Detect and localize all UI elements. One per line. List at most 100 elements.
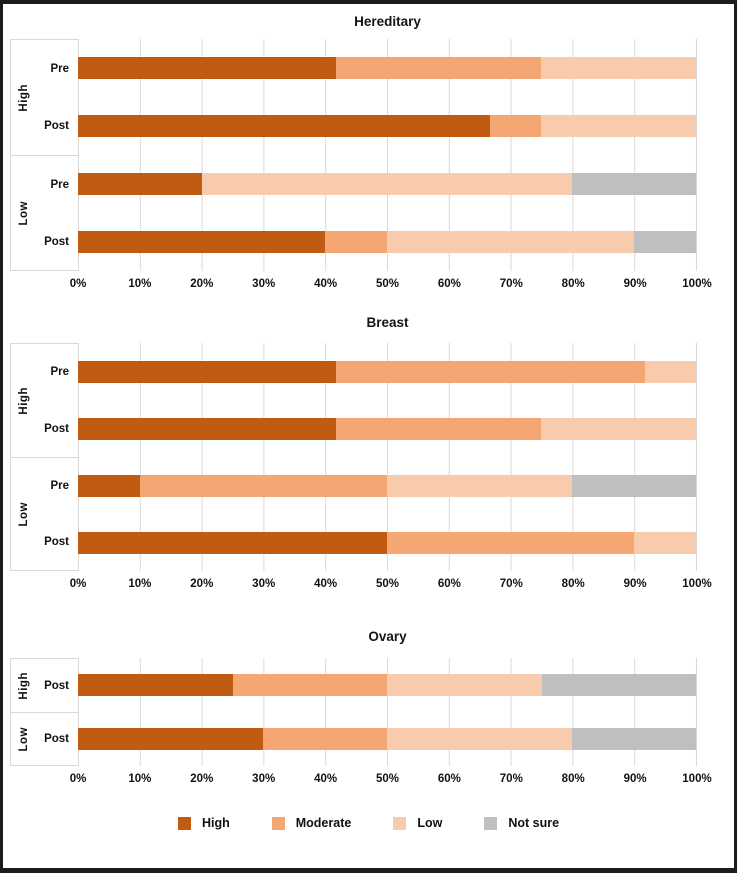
legend-item-low: Low [393,816,442,830]
group-label-text: Low [18,200,30,226]
bar-plot [78,39,697,271]
stacked-bar [78,728,696,750]
legend-label-low: Low [417,816,443,830]
stacked-bar [78,231,696,253]
group-label-text: Low [18,501,30,527]
x-tick-label: 100% [682,773,712,785]
x-tick-label: 70% [499,578,523,590]
bar-row-high-pre [78,39,696,97]
x-tick-label: 50% [375,578,400,590]
bar-segment-not-sure [572,474,696,497]
legend: High Moderate Low Not sure [3,812,734,834]
x-tick-label: 80% [561,773,585,785]
legend-item-not-sure: Not sure [484,816,559,830]
bar-segment-high [78,115,491,137]
legend-label-moderate: Moderate [295,816,352,830]
bar-row-high-pre [78,343,696,400]
x-tick-label: 0% [69,578,87,590]
group-label-text: Low [18,726,30,752]
bar-row-low-post [78,213,696,271]
bar-segment-low [386,231,635,253]
category-labels: Pre Post [37,156,78,270]
x-tick-label: 80% [561,578,585,590]
category-axis: High Pre Post Low Pre Post [10,343,78,571]
bar-segment-moderate [335,417,542,440]
stacked-bar [78,531,696,554]
group-label-low: Low [11,713,37,765]
category-label-post: Post [44,536,69,548]
bar-plot [78,658,697,766]
chart-title-ovary: Ovary [368,629,407,644]
bar-row-low-post [78,514,696,571]
chart-title-hereditary: Hereditary [354,14,421,29]
bar-segment-low [644,360,696,383]
bar-segment-high [78,674,233,696]
category-label-pre: Pre [50,62,69,75]
bar-segment-high [78,231,326,253]
x-tick-label: 50% [375,278,400,290]
x-tick-label: 100% [682,578,712,590]
stacked-bar [78,474,696,497]
x-tick-label: 90% [623,773,647,785]
group-label-text: High [18,386,30,415]
bar-segment-high [78,417,336,440]
x-tick-label: 30% [252,773,276,785]
chart-plot-area: High Post Low Post [10,658,734,766]
x-tick-label: 40% [314,278,338,290]
category-label-pre: Pre [50,366,69,379]
category-labels: Pre Post [37,458,78,570]
bar-segment-low [541,417,696,440]
legend-label-not-sure: Not sure [508,816,560,830]
category-axis: High Pre Post Low Pre Post [10,39,78,271]
legend-item-moderate: Moderate [271,816,352,830]
chart-plot-area: High Pre Post Low Pre Post [10,39,734,271]
x-tick-label: 60% [437,578,461,590]
bar-segment-low [634,531,696,554]
category-label-post: Post [44,422,69,435]
group-label-high: High [11,659,37,712]
x-tick-label: 10% [128,278,152,290]
x-axis: 0% 10% 20% 30% 40% 50% 60% 70% 80% 90% 100% [70,766,712,790]
chart-ovary: Ovary High Post Low Post 0% 10% 20% 30% 40% 50% 6… [3,629,734,790]
axis-group-low: Low Post [11,712,78,766]
x-tick-label: 50% [375,773,400,785]
category-labels: Post [37,713,78,765]
x-tick-label: 20% [190,578,214,590]
group-label-text: High [18,671,30,700]
bar-row-high-post [78,400,696,457]
bar-segment-not-sure [572,728,696,750]
bar-segment-moderate [325,231,387,253]
bar-segment-moderate [263,728,387,750]
x-axis: 0% 10% 20% 30% 40% 50% 60% 70% 80% 90% 100% [70,571,712,595]
stacked-bar [78,57,696,79]
legend-swatch-low [393,816,407,830]
bar-segment-low [541,115,696,137]
x-tick-label: 70% [499,773,523,785]
category-labels: Pre Post [37,40,78,155]
category-label-pre: Pre [50,480,69,492]
stacked-bar [78,115,696,137]
bar-plot [78,343,697,571]
category-axis: High Post Low Post [10,658,78,766]
chart-breast: Breast High Pre Post Low Pre Post 0% 10% 20% 30%… [3,315,734,595]
axis-group-high: High Post [11,658,78,712]
x-tick-label: 30% [252,278,276,290]
stacked-bar [78,674,696,696]
category-label-post: Post [44,120,69,133]
x-tick-label: 10% [128,773,152,785]
axis-group-low: Low Pre Post [11,155,78,271]
category-label-post: Post [44,679,69,692]
axis-group-low: Low Pre Post [11,457,78,571]
bar-segment-moderate [335,57,542,79]
group-label-text: High [18,83,30,112]
bar-row-high-post [78,658,696,712]
bar-segment-high [78,173,202,195]
bar-segment-not-sure [634,231,696,253]
axis-group-high: High Pre Post [11,39,78,155]
x-tick-label: 80% [561,278,585,290]
bar-segment-not-sure [572,173,696,195]
x-tick-label: 40% [314,773,338,785]
x-tick-label: 70% [499,278,523,290]
x-tick-label: 0% [69,278,87,290]
bar-segment-high [78,360,336,383]
